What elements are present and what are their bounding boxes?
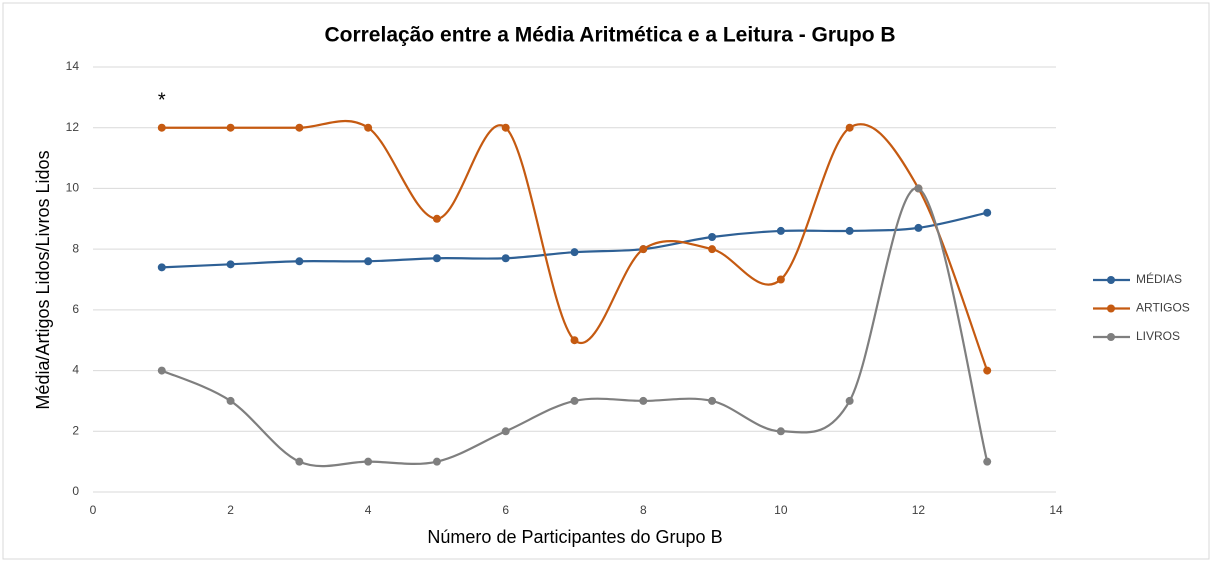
point-marker xyxy=(914,184,923,193)
point-marker xyxy=(501,254,510,263)
y-tick-label: 14 xyxy=(66,59,80,73)
y-tick-label: 6 xyxy=(72,302,79,316)
point-marker xyxy=(845,396,854,405)
x-tick-label: 10 xyxy=(774,503,788,517)
x-tick-label: 0 xyxy=(90,503,97,517)
point-marker xyxy=(295,257,304,266)
point-marker xyxy=(432,254,441,263)
point-marker xyxy=(570,248,579,257)
point-marker xyxy=(364,257,373,266)
y-tick-label: 4 xyxy=(72,363,79,377)
point-marker xyxy=(432,457,441,466)
y-tick-label: 2 xyxy=(72,423,79,437)
point-marker xyxy=(570,396,579,405)
y-axis-label: Média/Artigos Lidos/Livros Lidos xyxy=(33,150,53,409)
point-marker xyxy=(570,336,579,345)
legend-label: LIVROS xyxy=(1136,329,1180,343)
point-marker xyxy=(157,123,166,132)
x-tick-label: 8 xyxy=(640,503,647,517)
point-marker xyxy=(157,263,166,272)
legend-marker xyxy=(1107,304,1115,313)
annotation: * xyxy=(158,90,166,112)
point-marker xyxy=(639,396,648,405)
point-marker xyxy=(983,208,992,217)
chart-title: Correlação entre a Média Aritmética e a … xyxy=(324,24,895,47)
series-line xyxy=(161,187,989,468)
point-marker xyxy=(708,396,717,405)
point-marker xyxy=(845,123,854,132)
point-marker xyxy=(914,223,923,232)
x-axis-label: Número de Participantes do Grupo B xyxy=(427,527,722,547)
point-marker xyxy=(639,245,648,254)
point-marker xyxy=(501,427,510,436)
point-marker xyxy=(708,233,717,241)
x-tick-label: 4 xyxy=(365,503,372,517)
point-marker xyxy=(432,214,441,223)
point-marker xyxy=(776,275,785,284)
point-marker xyxy=(776,427,785,436)
point-marker xyxy=(983,366,992,375)
point-marker xyxy=(295,123,304,132)
point-marker xyxy=(226,396,235,405)
legend-marker xyxy=(1107,333,1115,341)
x-tick-label: 12 xyxy=(912,503,926,517)
point-marker xyxy=(295,457,304,466)
point-marker xyxy=(226,123,235,132)
legend-label: ARTIGOS xyxy=(1136,301,1190,315)
legend-marker xyxy=(1107,276,1115,284)
y-tick-label: 10 xyxy=(66,181,80,195)
y-tick-label: 8 xyxy=(72,241,79,255)
point-marker xyxy=(776,226,785,235)
point-marker xyxy=(226,260,235,269)
point-marker xyxy=(708,245,717,254)
series-line xyxy=(161,119,989,371)
y-tick-label: 0 xyxy=(72,484,79,498)
x-tick-label: 14 xyxy=(1049,503,1063,517)
y-tick-label: 12 xyxy=(66,120,80,134)
point-marker xyxy=(983,457,992,466)
x-tick-label: 6 xyxy=(502,503,509,517)
x-tick-label: 2 xyxy=(227,503,234,517)
point-marker xyxy=(157,366,166,375)
point-marker xyxy=(364,123,373,132)
point-marker xyxy=(501,123,510,132)
legend-label: MÉDIAS xyxy=(1136,271,1182,286)
point-marker xyxy=(364,457,373,466)
point-marker xyxy=(845,226,854,235)
